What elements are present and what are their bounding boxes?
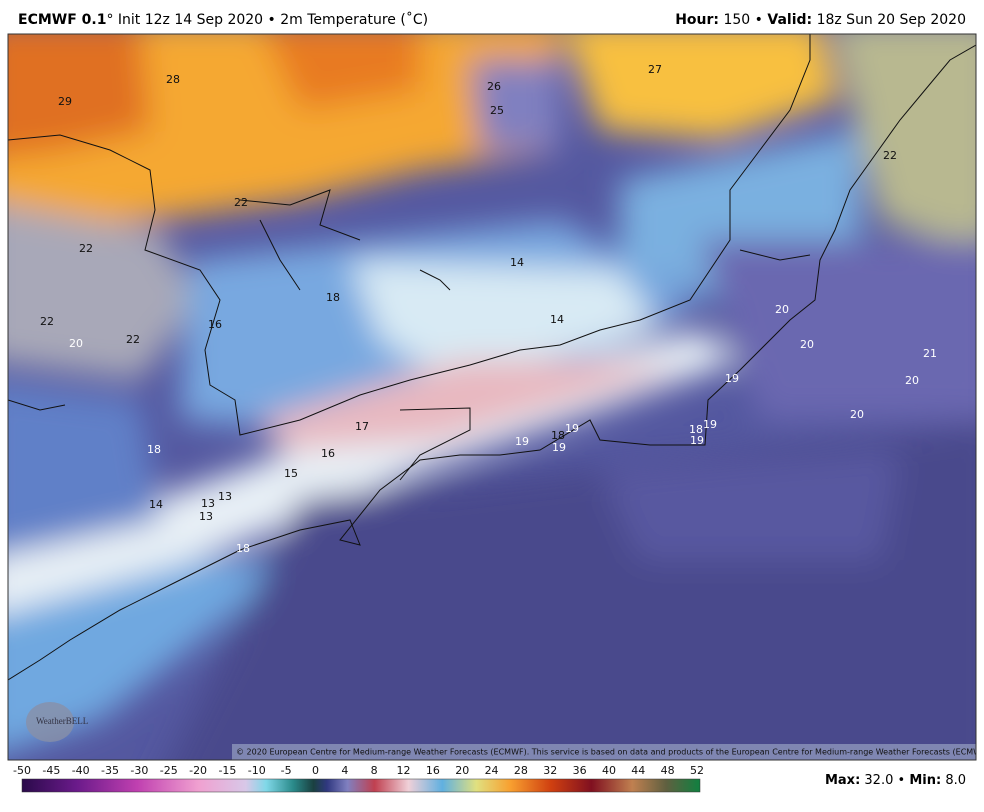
map-frame [7, 33, 977, 761]
coastline [8, 44, 976, 681]
temperature-label: 13 [199, 510, 213, 523]
temperature-label: 19 [565, 422, 579, 435]
min-value: 8.0 [945, 773, 966, 788]
temperature-label: 18 [236, 542, 250, 555]
colorbar-tick-label: 44 [631, 764, 645, 777]
colorbar-tick-label: 20 [455, 764, 469, 777]
temperature-label: 13 [201, 497, 215, 510]
valid-value: 18z Sun 20 Sep 2020 [817, 12, 966, 28]
temperature-label: 18 [147, 443, 161, 456]
colorbar-tick-label: 28 [514, 764, 528, 777]
boundaries [8, 34, 976, 681]
hour-label: Hour: [675, 12, 719, 28]
temperature-label: 28 [166, 73, 180, 86]
copyright-box [232, 744, 976, 760]
colorbar-tick-label: -50 [13, 764, 31, 777]
state-border [8, 34, 811, 436]
colorbar-ticks: -50 -45 -40 -35 -30 -25 -20 -15 -10 -5 0 4 8 12 16 20 24… [13, 764, 704, 777]
temperature-field [8, 34, 976, 760]
temperature-label: 19 [690, 434, 704, 447]
temperature-label: 17 [355, 420, 369, 433]
temperature-label: 19 [703, 418, 717, 431]
colorbar-tick-label: -10 [248, 764, 266, 777]
temperature-label: 18 [689, 423, 703, 436]
model: ECMWF 0.1 [18, 12, 106, 28]
temperature-label: 19 [552, 441, 566, 454]
colorbar-tick-label: -30 [130, 764, 148, 777]
valid-label: Valid: [767, 12, 812, 28]
colorbar-tick-label: 24 [485, 764, 499, 777]
temperature-label: 20 [69, 337, 83, 350]
colorbar-tick-label: -20 [189, 764, 207, 777]
logo-globe [26, 702, 74, 742]
max-value: 32.0 [864, 773, 893, 788]
colorbar-tick-label: -5 [281, 764, 292, 777]
temperature-label: 18 [326, 291, 340, 304]
colorbar-tick-label: 8 [371, 764, 378, 777]
separator: • [755, 12, 763, 28]
temperature-label: 21 [923, 347, 937, 360]
min-label: Min: [909, 773, 941, 788]
temperature-label: 22 [234, 196, 248, 209]
river [8, 399, 66, 411]
colorbar-tick-label: 32 [543, 764, 557, 777]
temperature-label: 14 [550, 313, 564, 326]
temperature-label: 29 [58, 95, 72, 108]
temperature-label: 16 [208, 318, 222, 331]
temperature-label: 22 [126, 333, 140, 346]
hour-value: 150 [723, 12, 750, 28]
temperature-label: 14 [149, 498, 163, 511]
colorbar [21, 778, 701, 793]
colorbar-tick-label: 36 [573, 764, 587, 777]
temperature-label: 20 [905, 374, 919, 387]
temperature-label: 20 [775, 303, 789, 316]
colorbar-tick-label: 16 [426, 764, 440, 777]
colorbar-tick-label: 4 [341, 764, 348, 777]
temperature-label: 19 [725, 372, 739, 385]
footer: Max: 32.0 • Min: 8.0 [825, 773, 966, 788]
temperature-label: 15 [284, 467, 298, 480]
colorbar-tick-label: -45 [42, 764, 60, 777]
colorbar-tick-label: 40 [602, 764, 616, 777]
temperature-label: 18 [551, 429, 565, 442]
separator: • [898, 773, 906, 788]
colorbar-tick-label: 12 [397, 764, 411, 777]
colorbar-tick-label: -25 [160, 764, 178, 777]
copyright: © 2020 European Centre for Medium-range … [236, 748, 984, 757]
temperature-label: 13 [218, 490, 232, 503]
state-border [399, 407, 471, 481]
temperature-label: 22 [883, 149, 897, 162]
colorbar-tick-label: -35 [101, 764, 119, 777]
temperature-label: 14 [510, 256, 524, 269]
model-info: ° Init 12z 14 Sep 2020 • 2m Temperature … [106, 11, 428, 28]
colorbar-tick-label: -40 [72, 764, 90, 777]
colorbar-tick-label: 52 [690, 764, 704, 777]
colorbar-tick-label: -15 [218, 764, 236, 777]
logo: WeatherBELL [36, 716, 88, 726]
map: 29 28 26 25 27 22 22 22 22 20 22 16 18 14 14 20 20 21 19 20… [8, 34, 984, 760]
reservoir [239, 189, 451, 291]
max-label: Max: [825, 773, 860, 788]
temperature-label: 25 [490, 104, 504, 117]
temperature-label: 27 [648, 63, 662, 76]
colorbar-tick-label: 0 [312, 764, 319, 777]
temperature-label: 19 [515, 435, 529, 448]
temperature-label: 26 [487, 80, 501, 93]
colorbar-tick-label: 48 [661, 764, 675, 777]
header-left: ECMWF 0.1° Init 12z 14 Sep 2020 • 2m Tem… [18, 11, 428, 28]
state-border [739, 249, 811, 261]
temperature-label: 20 [800, 338, 814, 351]
map-labels: 29 28 26 25 27 22 22 22 22 20 22 16 18 14 14 20 20 21 19 20… [40, 63, 937, 555]
temperature-label: 20 [850, 408, 864, 421]
temperature-label: 22 [40, 315, 54, 328]
temperature-label: 16 [321, 447, 335, 460]
header-right: Hour: 150 • Valid: 18z Sun 20 Sep 2020 [675, 12, 966, 28]
temperature-label: 22 [79, 242, 93, 255]
